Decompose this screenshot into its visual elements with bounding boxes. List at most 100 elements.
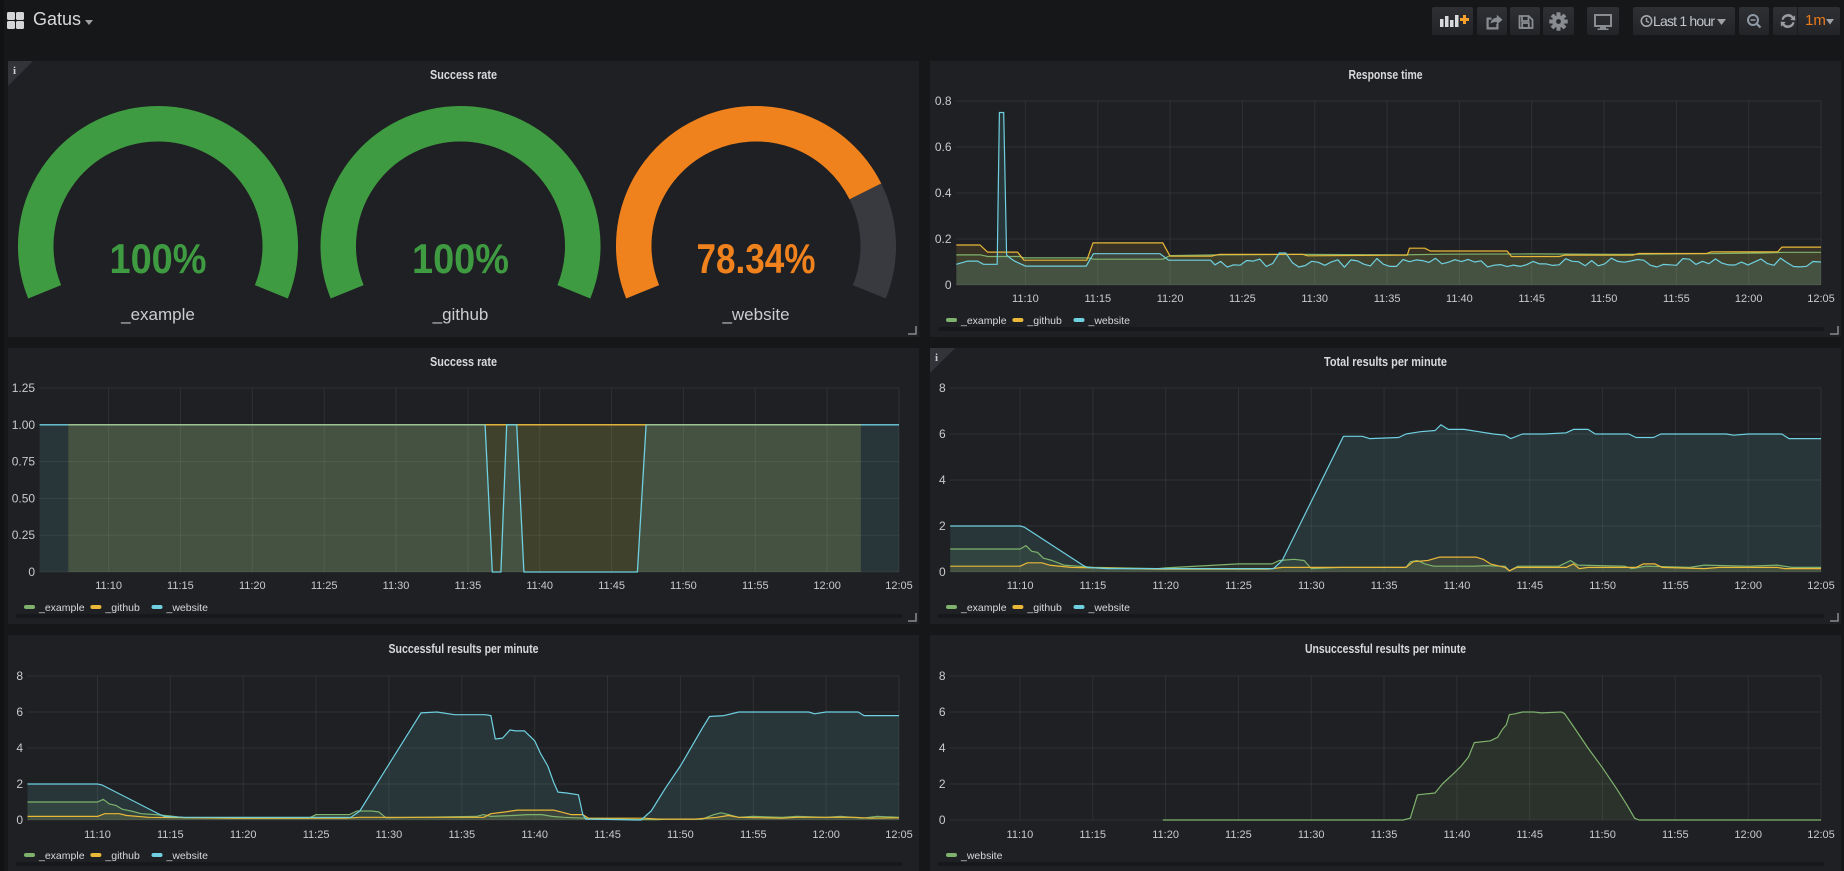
svg-text:0: 0 xyxy=(16,813,23,827)
svg-text:Successful results per minute: Successful results per minute xyxy=(389,641,539,656)
svg-text:_github: _github xyxy=(432,305,489,324)
svg-text:11:35: 11:35 xyxy=(1374,293,1401,305)
svg-text:11:30: 11:30 xyxy=(383,580,410,592)
svg-text:_example: _example xyxy=(120,305,195,324)
svg-text:11:20: 11:20 xyxy=(230,829,257,841)
svg-text:12:00: 12:00 xyxy=(812,829,840,841)
svg-text:11:45: 11:45 xyxy=(594,829,621,841)
svg-text:_github: _github xyxy=(1026,602,1062,614)
svg-text:11:25: 11:25 xyxy=(303,829,330,841)
svg-text:Total results per minute: Total results per minute xyxy=(1324,354,1447,369)
svg-text:11:50: 11:50 xyxy=(670,580,697,592)
svg-text:11:30: 11:30 xyxy=(1298,829,1325,841)
svg-text:11:45: 11:45 xyxy=(1516,580,1543,592)
svg-text:11:10: 11:10 xyxy=(95,580,122,592)
svg-text:Success rate: Success rate xyxy=(430,67,497,82)
svg-text:8: 8 xyxy=(939,669,946,683)
svg-text:11:20: 11:20 xyxy=(1152,580,1179,592)
svg-text:0.8: 0.8 xyxy=(935,94,952,108)
svg-text:6: 6 xyxy=(939,427,946,441)
svg-text:0.50: 0.50 xyxy=(12,491,36,505)
svg-text:_example: _example xyxy=(38,602,85,614)
svg-text:11:40: 11:40 xyxy=(1446,293,1473,305)
svg-text:12:05: 12:05 xyxy=(1807,580,1835,592)
svg-text:2: 2 xyxy=(16,777,23,791)
svg-text:11:40: 11:40 xyxy=(1444,829,1471,841)
svg-text:78.34%: 78.34% xyxy=(697,235,816,282)
svg-text:12:05: 12:05 xyxy=(1807,829,1835,841)
svg-text:11:45: 11:45 xyxy=(1518,293,1545,305)
svg-text:_example: _example xyxy=(38,850,85,862)
svg-text:1.25: 1.25 xyxy=(12,381,36,395)
svg-text:11:10: 11:10 xyxy=(84,829,111,841)
svg-text:Response time: Response time xyxy=(1349,67,1423,82)
svg-text:11:40: 11:40 xyxy=(521,829,548,841)
svg-text:0: 0 xyxy=(945,278,952,292)
svg-text:11:10: 11:10 xyxy=(1007,829,1034,841)
svg-text:11:45: 11:45 xyxy=(598,580,625,592)
svg-text:11:10: 11:10 xyxy=(1012,293,1039,305)
svg-text:100%: 100% xyxy=(412,235,509,282)
svg-text:11:25: 11:25 xyxy=(311,580,338,592)
svg-text:0.6: 0.6 xyxy=(935,140,952,154)
svg-text:11:55: 11:55 xyxy=(1662,829,1689,841)
svg-text:12:05: 12:05 xyxy=(885,580,913,592)
svg-text:11:55: 11:55 xyxy=(1662,580,1689,592)
svg-text:0: 0 xyxy=(939,565,946,579)
svg-text:11:15: 11:15 xyxy=(1084,293,1111,305)
svg-text:11:35: 11:35 xyxy=(1371,580,1398,592)
svg-text:11:55: 11:55 xyxy=(742,580,769,592)
svg-text:6: 6 xyxy=(939,705,946,719)
svg-text:11:35: 11:35 xyxy=(455,580,482,592)
svg-text:_website: _website xyxy=(1088,315,1131,327)
svg-text:11:55: 11:55 xyxy=(740,829,767,841)
svg-text:12:05: 12:05 xyxy=(1807,293,1835,305)
svg-text:11:35: 11:35 xyxy=(1371,829,1398,841)
svg-text:8: 8 xyxy=(939,381,946,395)
svg-text:11:30: 11:30 xyxy=(1301,293,1328,305)
svg-text:11:15: 11:15 xyxy=(157,829,184,841)
svg-text:_github: _github xyxy=(104,602,140,614)
svg-text:11:20: 11:20 xyxy=(1157,293,1184,305)
svg-text:2: 2 xyxy=(939,777,946,791)
svg-text:11:40: 11:40 xyxy=(1444,580,1471,592)
svg-text:11:55: 11:55 xyxy=(1663,293,1690,305)
svg-text:11:45: 11:45 xyxy=(1516,829,1543,841)
svg-text:11:50: 11:50 xyxy=(1589,580,1616,592)
svg-text:2: 2 xyxy=(939,519,946,533)
svg-text:Unsuccessful results per minut: Unsuccessful results per minute xyxy=(1305,641,1466,656)
svg-text:_website: _website xyxy=(960,850,1003,862)
svg-text:i: i xyxy=(935,352,938,364)
svg-text:11:20: 11:20 xyxy=(239,580,266,592)
svg-text:0.4: 0.4 xyxy=(935,186,952,200)
svg-text:_website: _website xyxy=(166,850,209,862)
svg-text:11:15: 11:15 xyxy=(1080,580,1107,592)
svg-text:4: 4 xyxy=(939,741,946,755)
svg-text:11:25: 11:25 xyxy=(1225,829,1252,841)
svg-text:11:10: 11:10 xyxy=(1007,580,1034,592)
svg-text:11:20: 11:20 xyxy=(1152,829,1179,841)
svg-text:11:15: 11:15 xyxy=(167,580,194,592)
svg-text:0: 0 xyxy=(939,813,946,827)
svg-text:11:25: 11:25 xyxy=(1229,293,1256,305)
svg-text:12:00: 12:00 xyxy=(1735,293,1763,305)
svg-text:11:50: 11:50 xyxy=(667,829,694,841)
svg-text:12:00: 12:00 xyxy=(1734,829,1762,841)
svg-text:_website: _website xyxy=(1088,602,1131,614)
svg-text:12:00: 12:00 xyxy=(813,580,841,592)
svg-text:_website: _website xyxy=(721,305,789,324)
svg-text:12:00: 12:00 xyxy=(1734,580,1762,592)
svg-text:_github: _github xyxy=(104,850,140,862)
svg-text:11:50: 11:50 xyxy=(1589,829,1616,841)
svg-text:Success rate: Success rate xyxy=(430,354,497,369)
svg-text:6: 6 xyxy=(16,705,23,719)
svg-text:100%: 100% xyxy=(110,235,207,282)
svg-text:11:15: 11:15 xyxy=(1079,829,1106,841)
svg-text:0.25: 0.25 xyxy=(12,528,36,542)
svg-text:i: i xyxy=(13,65,16,77)
svg-text:0: 0 xyxy=(28,565,35,579)
svg-text:11:30: 11:30 xyxy=(1298,580,1325,592)
svg-text:_example: _example xyxy=(960,315,1007,327)
svg-text:11:30: 11:30 xyxy=(376,829,403,841)
svg-text:_website: _website xyxy=(166,602,209,614)
